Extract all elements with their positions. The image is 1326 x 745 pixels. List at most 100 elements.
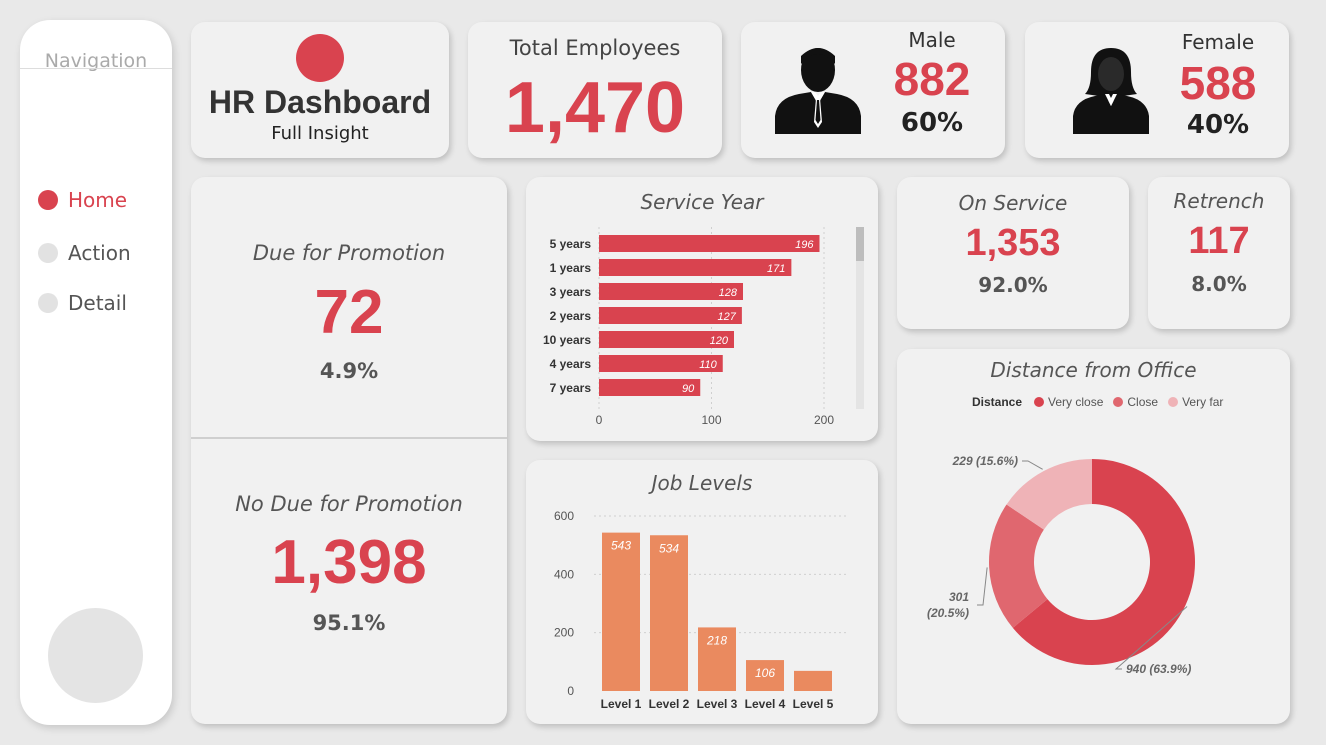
- navigation-title: Navigation: [44, 50, 148, 72]
- y-category-label: 3 years: [550, 285, 592, 299]
- distance-donut-chart: 940 (63.9%) 301 (20.5%) 229 (15.6%): [927, 454, 1195, 676]
- no-due-promotion-percentage: 95.1%: [312, 611, 386, 635]
- due-promotion-value: 72: [314, 278, 384, 347]
- female-label: Female: [1181, 30, 1255, 54]
- x-category-label: Level 4: [745, 697, 786, 711]
- nav-dot-icon: [38, 190, 58, 210]
- bar-data-label: 218: [706, 633, 727, 647]
- service-year-title: Service Year: [640, 190, 764, 214]
- y-category-label: 10 years: [543, 333, 591, 347]
- service-year-scrollbar[interactable]: [856, 227, 864, 409]
- nav-item-action[interactable]: Action: [38, 241, 131, 265]
- donut-slice: [1006, 459, 1092, 530]
- service-year-bar: [599, 331, 734, 348]
- retrench-card: Retrench 117 8.0%: [1148, 177, 1290, 329]
- donut-slice: [989, 504, 1048, 628]
- retrench-label: Retrench: [1173, 189, 1265, 213]
- due-promotion-percentage: 4.9%: [319, 359, 379, 383]
- service-year-bar: [599, 235, 820, 252]
- female-person-icon: [1073, 48, 1149, 134]
- nav-circle-button[interactable]: [48, 608, 143, 703]
- y-category-label: 7 years: [550, 381, 592, 395]
- male-percentage: 60%: [900, 108, 964, 138]
- y-category-label: 1 years: [550, 261, 592, 275]
- logo-circle-icon: [296, 34, 344, 82]
- leader-line: [1114, 606, 1188, 670]
- female-count: 588: [1179, 57, 1257, 109]
- nav-item-label: Detail: [68, 291, 127, 315]
- bar-data-label: 543: [611, 539, 631, 553]
- bar-data-label: 127: [718, 311, 737, 323]
- job-level-bar: [650, 535, 688, 691]
- service-year-card: Service Year 0 100 200 5 years 196 1 years 171…: [526, 177, 878, 441]
- job-levels-card: Job Levels 0 200 400 600 543 Level 1 534 Level …: [526, 460, 878, 724]
- x-tick-label: 100: [701, 413, 721, 427]
- total-employees-card: Total Employees 1,470: [468, 22, 722, 158]
- bar-data-label: 110: [699, 359, 717, 371]
- slice-data-label: 229 (15.6%): [952, 454, 1018, 468]
- job-levels-chart: 0 200 400 600 543 Level 1 534 Level 2 218 Level 3…: [554, 509, 848, 711]
- total-employees-label: Total Employees: [509, 36, 681, 60]
- legend-label-very-close: Very close: [1048, 395, 1104, 409]
- bar-data-label: 106: [755, 666, 775, 680]
- service-year-bar: [599, 355, 723, 372]
- bar-data-label: 171: [767, 263, 785, 275]
- y-category-label: 5 years: [550, 237, 592, 251]
- slice-data-label: 301: [949, 590, 969, 604]
- y-tick-label: 400: [554, 567, 574, 581]
- service-year-chart: 0 100 200 5 years 196 1 years 171 3 years 128 2 y…: [543, 227, 834, 427]
- legend-swatch-very-close: [1034, 397, 1045, 407]
- retrench-percentage: 8.0%: [1191, 272, 1247, 296]
- y-tick-label: 600: [554, 509, 574, 523]
- nav-item-detail[interactable]: Detail: [38, 291, 127, 315]
- bar-data-label: 128: [719, 287, 738, 299]
- leader-line: [977, 567, 988, 606]
- promotion-card: Due for Promotion 72 4.9% No Due for Pro…: [191, 177, 507, 724]
- bar-data-label: 534: [659, 541, 679, 555]
- total-employees-value: 1,470: [504, 68, 686, 148]
- y-category-label: 2 years: [550, 309, 592, 323]
- legend-swatch-close: [1113, 397, 1124, 407]
- no-due-promotion-label: No Due for Promotion: [235, 492, 463, 516]
- x-category-label: Level 3: [697, 697, 738, 711]
- nav-item-label: Home: [68, 188, 128, 212]
- promotion-divider: [191, 437, 507, 439]
- male-label: Male: [908, 28, 956, 52]
- service-year-bar: [599, 283, 743, 300]
- nav-item-label: Action: [68, 241, 131, 265]
- on-service-label: On Service: [958, 191, 1068, 215]
- male-count: 882: [893, 53, 971, 105]
- x-category-label: Level 5: [793, 697, 834, 711]
- on-service-value: 1,353: [965, 222, 1061, 264]
- service-year-bar: [599, 259, 792, 276]
- page-subtitle: Full Insight: [271, 123, 369, 144]
- header-card: HR Dashboard Full Insight: [191, 22, 449, 158]
- legend-title: Distance: [972, 395, 1023, 409]
- female-percentage: 40%: [1186, 110, 1250, 140]
- service-year-bar: [599, 307, 742, 324]
- on-service-percentage: 92.0%: [978, 273, 1048, 297]
- job-level-bar: [746, 660, 784, 691]
- on-service-card: On Service 1,353 92.0%: [897, 177, 1129, 329]
- retrench-value: 117: [1188, 220, 1250, 262]
- scrollbar-thumb[interactable]: [856, 227, 864, 261]
- nav-dot-icon: [38, 243, 58, 263]
- y-tick-label: 200: [554, 626, 574, 640]
- distance-legend: Distance Very close Close Very far: [972, 395, 1223, 409]
- male-person-icon: [775, 48, 861, 134]
- x-category-label: Level 2: [649, 697, 690, 711]
- job-levels-title: Job Levels: [651, 471, 753, 495]
- x-tick-label: 0: [596, 413, 603, 427]
- navigation-panel: Navigation Home Action Detail: [20, 20, 172, 725]
- distance-card: Distance from Office Distance Very close…: [897, 349, 1290, 724]
- male-card: Male 882 60%: [741, 22, 1005, 158]
- navigation-divider: [20, 68, 172, 69]
- no-due-promotion-value: 1,398: [271, 528, 427, 597]
- legend-label-close: Close: [1127, 395, 1159, 409]
- job-level-bar: [698, 627, 736, 691]
- page-title: HR Dashboard: [208, 84, 432, 120]
- y-tick-label: 0: [567, 684, 574, 698]
- bar-data-label: 196: [795, 239, 814, 251]
- due-promotion-label: Due for Promotion: [252, 241, 446, 265]
- nav-item-home[interactable]: Home: [38, 188, 127, 212]
